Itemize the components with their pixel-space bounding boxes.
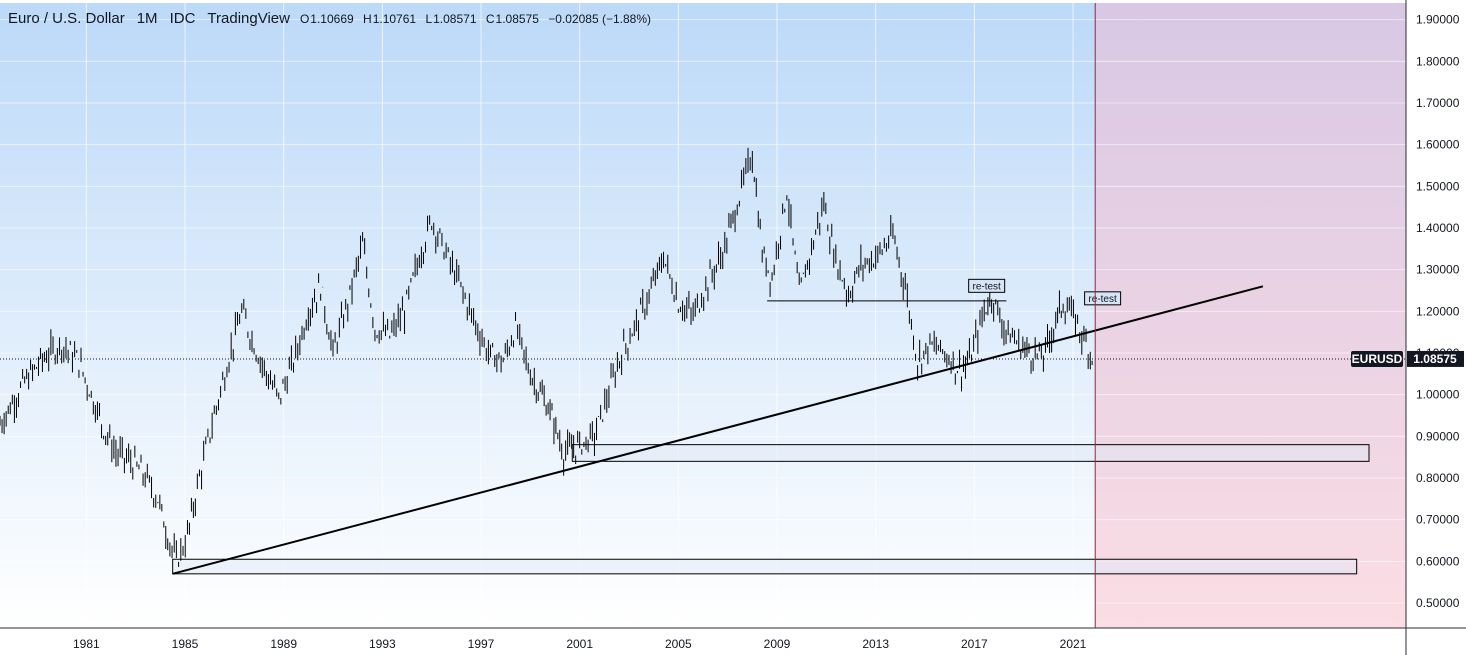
support-zone: [172, 558, 1358, 575]
interval-label[interactable]: 1M: [136, 10, 158, 27]
close-value: 1.08575: [495, 12, 539, 26]
y-tick-label: 1.20000: [1416, 304, 1460, 318]
y-tick-label: 0.90000: [1416, 429, 1460, 443]
y-tick-label: 1.70000: [1416, 96, 1460, 110]
y-tick-label: 1.80000: [1416, 54, 1460, 68]
future-shaded-region: [1095, 3, 1406, 628]
re-test-box: [968, 278, 1006, 293]
exchange-label: IDC: [169, 10, 196, 27]
x-tick-label: 1985: [172, 637, 199, 651]
trend-line: [172, 285, 1264, 575]
y-tick-label: 1.40000: [1416, 221, 1460, 235]
y-tick-label: 1.50000: [1416, 179, 1460, 193]
y-tick-label: 1.30000: [1416, 263, 1460, 277]
ohlc-readout: O1.10669 H1.10761 L1.08571 C1.08575 −0.0…: [300, 12, 657, 26]
last-price-labels: EURUSD 1.08575: [0, 350, 1464, 367]
high-key: H: [363, 12, 372, 26]
symbol-price-tag: [1351, 350, 1403, 367]
open-value: 1.10669: [310, 12, 354, 26]
x-tick-label: 1981: [73, 637, 100, 651]
symbol-title[interactable]: Euro / U.S. Dollar: [8, 10, 125, 27]
last-price-tag: [1407, 350, 1464, 367]
x-tick-label: 2013: [862, 637, 889, 651]
low-key: L: [425, 12, 433, 26]
x-tick-label: 2005: [665, 637, 692, 651]
trend-lines: [172, 285, 1264, 575]
source-label: TradingView: [207, 10, 290, 27]
x-tick-label: 1993: [369, 637, 396, 651]
y-tick-label: 1.90000: [1416, 13, 1460, 27]
open-key: O: [299, 12, 310, 26]
y-tick-label: 0.50000: [1416, 596, 1460, 610]
x-tick-label: 2017: [961, 637, 988, 651]
chart-header: Euro / U.S. Dollar 1M IDC TradingView O1…: [8, 10, 657, 27]
low-value: 1.08571: [433, 12, 477, 26]
support-zones: [172, 444, 1370, 575]
x-tick-label: 2021: [1060, 637, 1087, 651]
price-bars: [0, 147, 1093, 567]
x-tick-label: 2009: [764, 637, 791, 651]
y-tick-label: 1.60000: [1416, 138, 1460, 152]
x-tick-label: 1989: [270, 637, 297, 651]
y-tick-label: 0.70000: [1416, 513, 1460, 527]
support-zone: [571, 444, 1370, 462]
re-test-label: re-test: [1088, 294, 1117, 305]
y-tick-label: 0.60000: [1416, 554, 1460, 568]
x-tick-label: 2001: [566, 637, 593, 651]
re-test-box: [1084, 291, 1122, 306]
last-price-label: 1.08575: [1413, 352, 1457, 366]
symbol-tag-label: EURUSD: [1352, 352, 1403, 366]
grid: [0, 3, 1406, 628]
close-key: C: [485, 12, 495, 26]
high-value: 1.10761: [372, 12, 417, 26]
change-value: −0.02085 (−1.88%): [548, 12, 652, 26]
annotations: re-test re-test: [968, 278, 1122, 306]
x-tick-label: 1997: [468, 637, 495, 651]
y-tick-label: 0.80000: [1416, 471, 1460, 485]
re-test-label: re-test: [972, 281, 1001, 292]
y-tick-label: 1.00000: [1416, 388, 1460, 402]
